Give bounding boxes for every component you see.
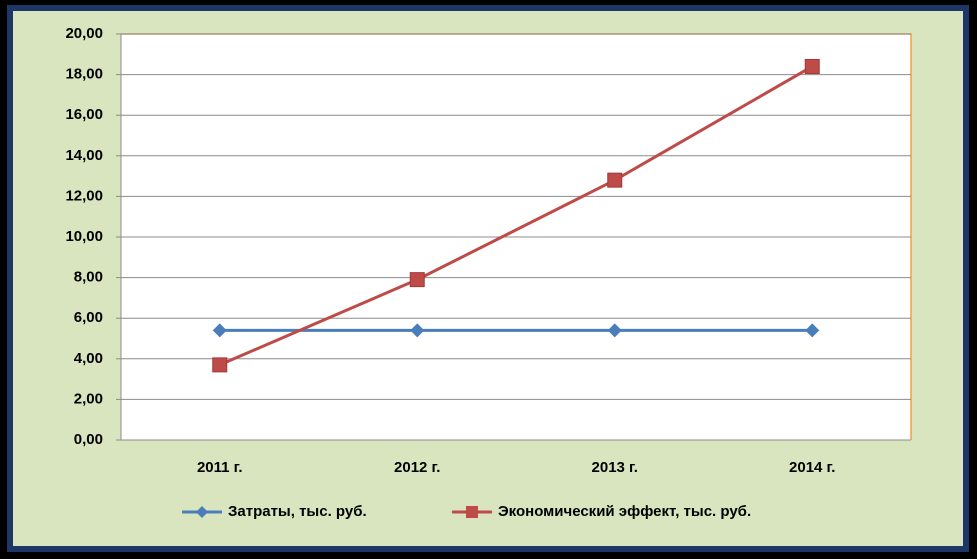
data-point [607, 323, 622, 338]
data-point [410, 323, 425, 338]
y-tick-label: 6,00 [74, 309, 103, 326]
data-point [804, 58, 820, 74]
y-tick-label: 18,00 [65, 66, 103, 83]
x-tick-label: 2014 г. [789, 459, 835, 476]
data-point [607, 172, 623, 188]
legend-marker [466, 506, 478, 518]
series-line [219, 65, 813, 367]
y-tick-label: 4,00 [74, 350, 103, 367]
y-tick-label: 14,00 [65, 147, 103, 164]
legend-marker [196, 506, 208, 518]
legend-label: Затраты, тыс. руб. [228, 503, 367, 520]
y-tick-label: 16,00 [65, 106, 103, 123]
data-point [409, 272, 425, 288]
y-tick-label: 12,00 [65, 187, 103, 204]
data-point [212, 357, 228, 373]
y-tick-label: 0,00 [74, 431, 103, 448]
y-tick-label: 2,00 [74, 390, 103, 407]
y-tick-label: 8,00 [74, 269, 103, 286]
y-tick-label: 20,00 [65, 25, 103, 42]
data-point [805, 323, 820, 338]
data-point [212, 323, 227, 338]
y-tick-label: 10,00 [65, 228, 103, 245]
x-tick-label: 2012 г. [394, 459, 440, 476]
x-tick-label: 2013 г. [592, 459, 638, 476]
x-tick-label: 2011 г. [197, 459, 243, 476]
legend-label: Экономический эффект, тыс. руб. [498, 503, 751, 520]
